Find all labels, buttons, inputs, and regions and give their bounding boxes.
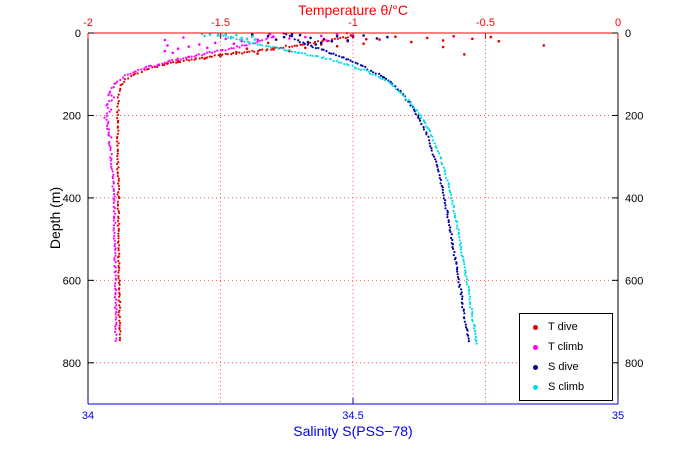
temp-tick-label: 0 bbox=[615, 17, 621, 29]
sal-tick-label: 35 bbox=[612, 410, 624, 422]
legend-marker-s-climb bbox=[533, 384, 538, 390]
legend-item-t-climb: T climb bbox=[520, 338, 612, 357]
legend-marker-t-climb bbox=[533, 344, 538, 350]
legend-marker-t-dive bbox=[533, 324, 538, 330]
chart-title: Temperature θ/°C bbox=[298, 2, 408, 18]
legend-label-t-dive: T dive bbox=[548, 320, 578, 333]
series-t-climb bbox=[103, 32, 355, 342]
depth-tick-label-right: 200 bbox=[625, 110, 643, 122]
x-axis-label-bottom: Salinity S(PSS−78) bbox=[293, 423, 413, 439]
legend-item-s-dive: S dive bbox=[520, 358, 612, 377]
temp-tick-label: -0.5 bbox=[476, 17, 495, 29]
depth-tick-label-right: 600 bbox=[625, 275, 643, 287]
legend-label-t-climb: T climb bbox=[548, 340, 584, 353]
depth-tick-label-left: 200 bbox=[63, 110, 81, 122]
depth-tick-label-left: 0 bbox=[75, 28, 81, 40]
temp-tick-label: -1.5 bbox=[211, 17, 230, 29]
depth-tick-label-left: 400 bbox=[63, 193, 81, 205]
sal-tick-label: 34 bbox=[82, 410, 94, 422]
temp-tick-label: -2 bbox=[83, 17, 93, 29]
legend-label-s-dive: S dive bbox=[548, 360, 579, 373]
series-s-climb bbox=[200, 32, 478, 345]
legend-item-s-climb: S climb bbox=[520, 378, 612, 397]
depth-tick-label-right: 800 bbox=[625, 358, 643, 370]
series-s-dive bbox=[251, 32, 470, 343]
temp-tick-label: -1 bbox=[348, 17, 358, 29]
depth-tick-label-left: 600 bbox=[63, 275, 81, 287]
sal-tick-label: 34.5 bbox=[342, 410, 363, 422]
legend-label-s-climb: S climb bbox=[548, 380, 585, 393]
legend: T dive T climb S dive S climb bbox=[519, 313, 613, 401]
legend-item-t-dive: T dive bbox=[520, 318, 612, 337]
series-t-dive bbox=[115, 32, 546, 342]
depth-tick-label-left: 800 bbox=[63, 358, 81, 370]
legend-marker-s-dive bbox=[533, 364, 538, 370]
y-axis-label: Depth (m) bbox=[47, 186, 63, 250]
depth-tick-label-right: 400 bbox=[625, 193, 643, 205]
depth-tick-label-right: 0 bbox=[625, 28, 631, 40]
